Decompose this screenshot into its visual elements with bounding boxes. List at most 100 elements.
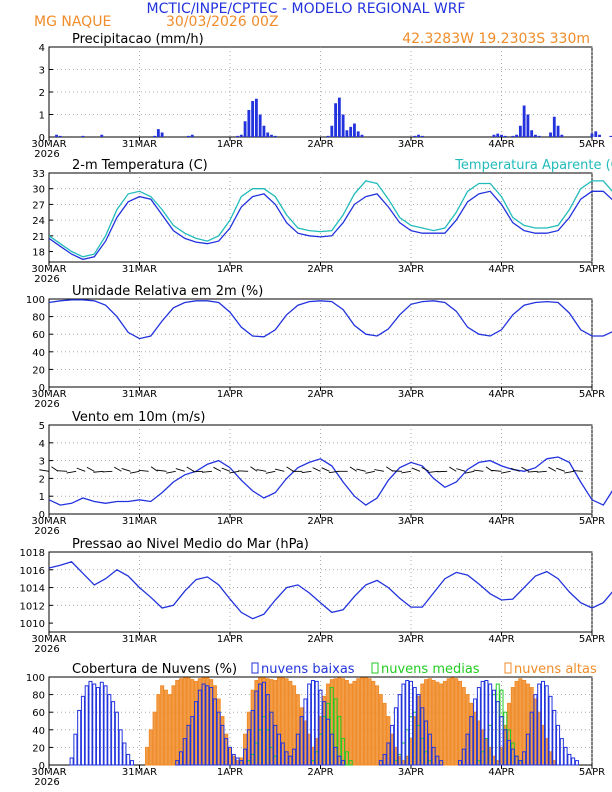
y-tick-label: 3 (39, 457, 45, 468)
x-tick-label: 1APR (217, 767, 243, 778)
y-tick-label: 0 (39, 510, 45, 521)
wind-arrow (202, 470, 212, 473)
header-coords: 42.3283W 19.2303S 330m (402, 31, 590, 47)
cloud-bar-nuvens-baixas (563, 746, 568, 766)
cloud-bar-nuvens-baixas (284, 751, 289, 766)
x-tick-label: 1APR (217, 389, 243, 400)
x-tick-year: 2026 (34, 149, 59, 160)
y-tick-label: 4 (39, 439, 45, 450)
precip-bar (251, 101, 255, 137)
cloud-bar-nuvens-altas (514, 680, 519, 766)
wind-arrow (321, 467, 330, 472)
cloud-bar-nuvens-baixas (99, 681, 104, 766)
wind-arrow (186, 466, 195, 472)
cloud-bar-nuvens-altas (163, 689, 168, 766)
cloud-bar-nuvens-baixas (540, 680, 545, 766)
wind-arrow (57, 470, 68, 472)
precip-bar (334, 103, 337, 137)
wind-arrow (572, 470, 583, 472)
wind-arrow (265, 470, 276, 474)
y-tick-label: 33 (32, 169, 45, 180)
x-tick-label: 5APR (579, 516, 605, 527)
x-tick-label: 30MAR (31, 516, 66, 527)
chart-title: Vento em 10m (m/s) (72, 410, 205, 425)
y-tick-label: 80 (32, 691, 45, 702)
precip-bar (530, 130, 534, 137)
cloud-bar-nuvens-altas (518, 678, 523, 766)
x-tick-label: 3APR (398, 264, 424, 275)
cloud-bar-nuvens-baixas (326, 718, 331, 766)
wind-arrow (256, 469, 267, 472)
x-tick-label: 3APR (398, 634, 424, 645)
y-tick-label: 0 (39, 761, 45, 772)
cloud-bar-nuvens-baixas (499, 716, 504, 766)
cloud-bar-nuvens-altas (145, 746, 150, 766)
cloud-bar-nuvens-baixas (329, 733, 334, 766)
x-tick-year: 2026 (34, 777, 59, 788)
wind-arrow (411, 467, 421, 472)
precip-bar (187, 135, 190, 137)
precip-bar (556, 125, 560, 137)
wind-arrow (456, 468, 466, 472)
wind-arrow (536, 470, 547, 473)
precip-bar (413, 135, 417, 137)
y-tick-label: 21 (32, 232, 45, 243)
cloud-bar-nuvens-baixas (246, 729, 251, 766)
wind-arrow (386, 466, 394, 472)
cloud-bar-nuvens-baixas (386, 742, 391, 766)
y-tick-label: 1014 (20, 584, 45, 595)
cloud-bar-nuvens-baixas (261, 681, 266, 766)
cloud-bar-nuvens-baixas (235, 757, 240, 766)
precip-bar (560, 134, 564, 137)
series-line-0 (48, 561, 612, 620)
x-tick-label: 1APR (217, 264, 243, 275)
cloud-bar-nuvens-baixas (69, 757, 74, 766)
y-tick-label: 24 (32, 216, 45, 227)
y-tick-label: 40 (32, 726, 45, 737)
cloud-bar-nuvens-altas (458, 680, 463, 766)
cloud-bar-nuvens-altas (167, 694, 172, 766)
precip-bar (81, 135, 85, 137)
cloud-bar-nuvens-baixas (314, 680, 319, 766)
wind-arrow (500, 470, 511, 474)
x-tick-label: 30MAR (31, 264, 66, 275)
header-title: MCTIC/INPE/CPTEC - MODELO REGIONAL WRF (147, 1, 466, 17)
cloud-bar-nuvens-baixas (201, 683, 206, 766)
cloud-bar-nuvens-baixas (73, 733, 78, 766)
precip-bar (511, 135, 515, 137)
cloud-bar-nuvens-baixas (118, 729, 123, 766)
y-tick-label: 1 (39, 111, 45, 122)
cloud-bar-nuvens-baixas (431, 746, 436, 766)
cloud-bar-nuvens-altas (446, 678, 451, 766)
x-tick-label: 2APR (307, 767, 333, 778)
precip-bar (500, 134, 503, 137)
cloud-bar-nuvens-altas (378, 694, 383, 766)
cloud-bar-nuvens-baixas (480, 680, 485, 766)
cloud-bar-nuvens-baixas (216, 711, 221, 766)
precip-bar (156, 129, 160, 137)
x-tick-label: 4APR (488, 634, 514, 645)
cloud-bar-nuvens-altas (367, 678, 372, 766)
x-tick-label: 3APR (398, 139, 424, 150)
cloud-bar-nuvens-baixas (80, 695, 85, 766)
cloud-bar-nuvens-baixas (209, 687, 214, 766)
cloud-bar-nuvens-baixas (280, 742, 285, 766)
chart-title: Umidade Relativa em 2m (%) (72, 284, 263, 299)
cloud-bar-nuvens-baixas (484, 680, 489, 766)
precip-bar (549, 132, 552, 137)
wind-arrow (286, 466, 294, 472)
cloud-bar-nuvens-altas (371, 680, 376, 766)
cloud-bar-nuvens-baixas (186, 724, 191, 766)
wind-arrow (301, 470, 312, 474)
cloud-bar-nuvens-medias (344, 751, 349, 766)
cloud-bar-nuvens-baixas (544, 685, 549, 766)
cloud-bar-nuvens-baixas (258, 683, 263, 766)
cloud-bar-nuvens-baixas (495, 701, 500, 766)
x-tick-label: 31MAR (122, 634, 157, 645)
y-tick-label: 1016 (20, 566, 45, 577)
cloud-bar-nuvens-baixas (405, 680, 410, 766)
series-line-0 (48, 456, 612, 506)
wind-arrow (250, 466, 258, 472)
